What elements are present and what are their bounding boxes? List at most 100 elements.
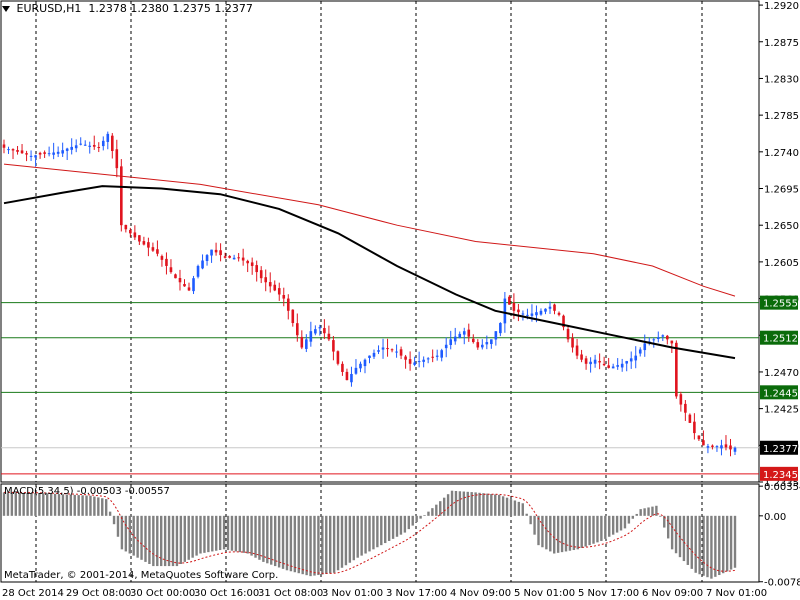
dropdown-triangle-icon[interactable] — [2, 6, 10, 12]
candle-body — [485, 342, 489, 345]
macd-bar — [686, 515, 690, 565]
macd-bar — [69, 494, 73, 516]
candle-body — [187, 287, 191, 291]
candle-body — [291, 309, 295, 324]
candle-body — [517, 309, 520, 313]
level-price-text: 1.2377 — [763, 444, 798, 455]
price-tick-label: 1.2785 — [764, 111, 799, 122]
macd-bar — [34, 493, 37, 516]
macd-bar — [222, 515, 226, 550]
macd-bar — [171, 515, 175, 567]
macd-bar — [450, 490, 454, 516]
macd-bar — [380, 515, 383, 546]
candle — [404, 354, 407, 369]
candle-body — [499, 323, 502, 334]
macd-bar — [6, 492, 10, 516]
macd-bar — [517, 501, 521, 516]
macd-bar — [22, 492, 25, 516]
candle — [408, 351, 412, 371]
macd-bar — [46, 493, 49, 516]
macd-bar — [454, 490, 458, 516]
candle-body — [693, 421, 696, 434]
level-price-badge — [760, 440, 798, 455]
macd-bar — [328, 515, 332, 574]
candle — [625, 360, 629, 372]
candle — [395, 344, 398, 358]
candle-body — [97, 147, 101, 149]
macd-bar — [97, 497, 100, 516]
macd-bar — [478, 492, 481, 516]
candle — [20, 144, 24, 154]
candle-body — [666, 335, 669, 340]
candle-body — [368, 355, 371, 358]
candle-body — [688, 414, 692, 423]
candle-body — [684, 403, 687, 413]
candle — [494, 331, 498, 346]
candle-body — [305, 339, 308, 349]
macd-bar — [317, 515, 320, 576]
candle — [589, 357, 592, 373]
candle — [327, 325, 331, 342]
candle-body — [341, 363, 344, 372]
macd-bar — [234, 515, 238, 552]
candle — [368, 355, 371, 364]
candle — [16, 146, 19, 155]
candle-body — [318, 327, 322, 329]
candle — [629, 351, 633, 369]
candle-body — [702, 440, 705, 446]
macd-bar — [435, 504, 438, 516]
candle-body — [165, 258, 168, 266]
candle-body — [679, 394, 683, 405]
candle — [666, 334, 669, 345]
macd-bar — [403, 515, 407, 533]
macd-bar — [458, 491, 462, 516]
macd-bar — [497, 494, 501, 516]
candle — [124, 224, 128, 233]
candle — [129, 227, 132, 238]
macd-bar — [482, 493, 485, 516]
candle — [52, 142, 55, 160]
macd-bar — [124, 515, 128, 552]
candle — [426, 357, 430, 364]
candle-body — [237, 257, 240, 259]
macd-bar — [266, 515, 269, 564]
candle-body — [259, 270, 263, 279]
candle — [462, 327, 466, 345]
candle — [557, 311, 561, 317]
candle — [147, 237, 150, 257]
candle — [341, 361, 344, 376]
macd-bar — [387, 515, 391, 541]
candle — [729, 438, 732, 457]
candle-body — [426, 358, 430, 360]
candle — [440, 348, 443, 362]
macd-bar — [270, 515, 273, 565]
macd-bar — [348, 515, 352, 563]
price-tick-label: 1.2605 — [764, 258, 799, 269]
macd-bar — [128, 515, 131, 554]
macd-bar — [273, 515, 277, 567]
macd-bar — [132, 515, 135, 556]
candle-body — [589, 361, 592, 365]
candle-body — [629, 358, 633, 362]
candle — [517, 303, 520, 322]
macd-bar — [281, 515, 285, 569]
macd-bar — [2, 492, 6, 516]
candle-body — [273, 284, 277, 291]
macd-bar — [698, 515, 701, 575]
candle-body — [607, 365, 610, 368]
level-price-badge — [760, 295, 798, 310]
candle — [47, 146, 51, 157]
candle — [620, 358, 624, 372]
candle-body — [336, 351, 340, 364]
macd-bar — [725, 515, 729, 572]
candle — [61, 142, 64, 157]
candle — [675, 340, 678, 399]
candle-body — [332, 340, 335, 352]
candle — [332, 336, 335, 361]
candle-body — [471, 338, 475, 343]
macd-bar — [596, 515, 599, 543]
candle-body — [625, 361, 629, 364]
candle — [345, 368, 349, 381]
